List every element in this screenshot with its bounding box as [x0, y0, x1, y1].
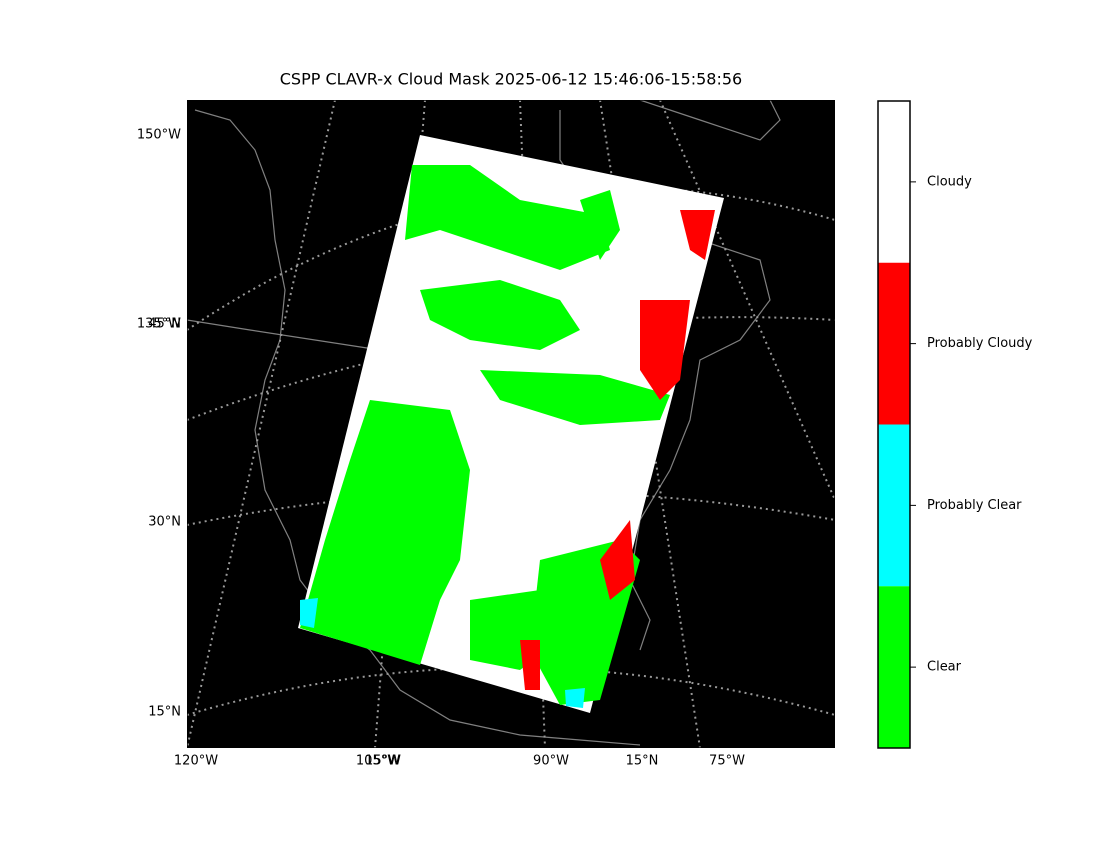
left-label: 30°N — [148, 515, 181, 530]
colorbar-frame — [877, 100, 911, 749]
bottom-label: 15°W — [365, 754, 401, 769]
probably-cloudy-areas — [520, 210, 715, 690]
bottom-label: 75°W — [709, 754, 745, 769]
bottom-label: 105°W — [356, 754, 400, 769]
graticule — [187, 666, 835, 716]
map-area — [187, 100, 835, 748]
bottom-label: 90°W — [533, 754, 569, 769]
coastline — [194, 109, 641, 746]
probably-clear-areas — [300, 598, 585, 708]
graticule — [187, 186, 835, 331]
colorbar-label: Clear — [927, 660, 962, 675]
colorbar: Cloudy Probably Cloudy Probably Clear Clear — [877, 100, 1033, 749]
colorbar-label: Probably Cloudy — [927, 336, 1033, 351]
bottom-label: 15°N — [626, 754, 659, 769]
graticule — [187, 490, 835, 526]
left-label: 150°W — [137, 128, 181, 143]
colorbar-segment — [878, 101, 910, 263]
left-label: 15°N — [148, 705, 181, 720]
graticule — [659, 100, 835, 501]
left-label: 45°N — [148, 317, 181, 332]
colorbar-segment — [878, 424, 910, 587]
left-label: 135°W — [137, 317, 181, 332]
graticule — [187, 100, 336, 748]
colorbar-segment — [878, 262, 910, 425]
map-title: CSPP CLAVR-x Cloud Mask 2025-06-12 15:46… — [280, 70, 742, 89]
colorbar-label: Probably Clear — [927, 498, 1022, 513]
colorbar-label: Cloudy — [927, 174, 972, 189]
colorbar-segment — [878, 586, 910, 748]
coastline — [639, 100, 781, 141]
bottom-label: 120°W — [174, 754, 218, 769]
axis-labels: 150°W 135°W45°N 30°N 15°N 120°W 105°W15°W 90°W… — [137, 128, 745, 769]
